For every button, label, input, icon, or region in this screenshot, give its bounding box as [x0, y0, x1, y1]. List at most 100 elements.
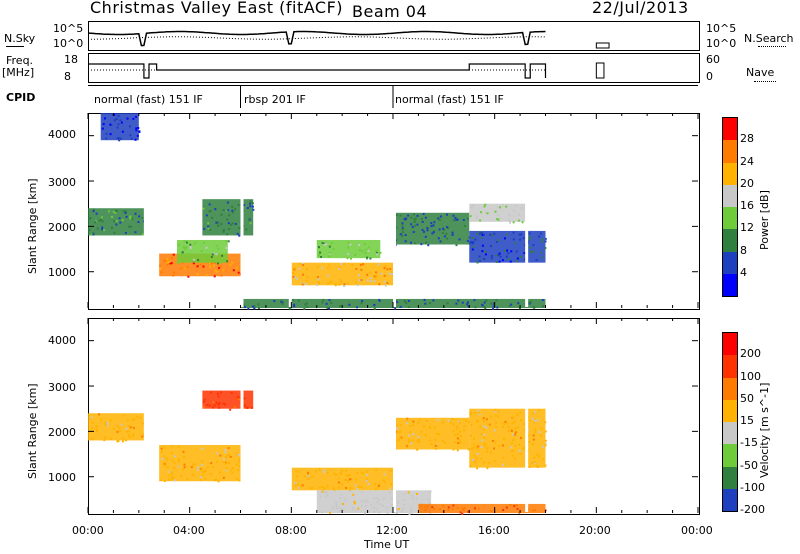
power-cell [231, 211, 234, 214]
power-cell [497, 239, 500, 242]
power-cell [92, 210, 95, 213]
velocity-cell [233, 406, 236, 409]
power-cell [529, 301, 532, 304]
power-cell [395, 213, 398, 216]
velocity-cell [482, 425, 485, 428]
power-cell [414, 242, 417, 245]
power-cell [373, 304, 376, 307]
velocity-cell [335, 507, 338, 510]
velocity-cell [132, 433, 135, 436]
power-cell [220, 274, 223, 277]
nsearch-tick-low: 10^0 [706, 37, 737, 50]
power-cell [507, 252, 510, 255]
velocity-cell [160, 451, 163, 454]
power-cell [124, 211, 127, 214]
velocity-cell [483, 436, 486, 439]
velocity-cell [335, 503, 338, 506]
velocity-cell [174, 455, 177, 458]
power-cell [466, 239, 469, 242]
colorbar-tick: -100 [740, 480, 765, 494]
power-cell [109, 123, 112, 126]
velocity-cell [528, 465, 531, 468]
velocity-cell [238, 458, 241, 461]
velocity-cell [225, 462, 228, 465]
velocity-cell [227, 447, 230, 450]
power-cell [208, 262, 211, 265]
power-cell [163, 259, 166, 262]
power-cell [319, 251, 322, 254]
velocity-cell [348, 474, 351, 477]
velocity-cell [345, 469, 348, 472]
velocity-cell [352, 493, 355, 496]
velocity-cell [381, 504, 384, 507]
velocity-cell [304, 475, 307, 478]
power-cell [159, 264, 162, 267]
velocity-cell [485, 450, 488, 453]
velocity-cell [104, 424, 107, 427]
velocity-cell [424, 509, 427, 512]
power-cell [466, 303, 469, 306]
velocity-cell [122, 414, 125, 417]
velocity-cell [378, 503, 381, 506]
velocity-cell [397, 508, 400, 511]
velocity-cell [509, 504, 512, 507]
velocity-cell [478, 413, 481, 416]
velocity-cell [483, 461, 486, 464]
power-cell [529, 250, 532, 253]
velocity-cell [452, 430, 455, 433]
velocity-cell [531, 461, 534, 464]
power-cell [338, 283, 341, 286]
power-cell [399, 214, 402, 217]
velocity-cell [95, 430, 98, 433]
power-cell [208, 203, 211, 206]
power-cell [492, 302, 495, 305]
power-cell [227, 222, 230, 225]
power-cell [527, 301, 530, 304]
power-cell [512, 221, 515, 224]
velocity-cell [345, 486, 348, 489]
power-cell [305, 268, 308, 271]
velocity-cell [356, 488, 359, 491]
power-cell [200, 249, 203, 252]
velocity-cell [514, 427, 517, 430]
colorbar-segment [723, 118, 737, 141]
velocity-cell [202, 406, 205, 409]
power-cell [110, 123, 113, 126]
velocity-cell [408, 438, 411, 441]
power-cell [356, 283, 359, 286]
velocity-cell [161, 457, 164, 460]
velocity-cell [410, 507, 413, 510]
velocity-cell [128, 424, 131, 427]
power-cell [242, 304, 245, 307]
velocity-cell [218, 471, 221, 474]
velocity-cell [452, 504, 455, 507]
velocity-cell [533, 456, 536, 459]
colorbar-segment [723, 162, 737, 185]
velocity-cell [99, 418, 102, 421]
power-cell [160, 271, 163, 274]
velocity-cell [511, 433, 514, 436]
colorbar-segment [723, 207, 737, 230]
power-cell [364, 243, 367, 246]
power-cell [348, 303, 351, 306]
velocity-cell [476, 419, 479, 422]
velocity-cell [325, 510, 328, 513]
velocity-cell [236, 463, 239, 466]
power-cell [318, 282, 321, 285]
velocity-cell [409, 424, 412, 427]
power-cell [528, 238, 531, 241]
power-cell [177, 244, 180, 247]
velocity-cell [378, 511, 381, 514]
velocity-cell [436, 444, 439, 447]
velocity-cell [341, 483, 344, 486]
power-cell [517, 219, 520, 222]
velocity-cell [457, 441, 460, 444]
velocity-cell [443, 441, 446, 444]
power-cell [410, 241, 413, 244]
velocity-cell [505, 422, 508, 425]
velocity-cell [366, 478, 369, 481]
power-cell [539, 251, 542, 254]
power-cell [219, 265, 222, 268]
velocity-cell [365, 499, 368, 502]
velocity-cell [171, 445, 174, 448]
